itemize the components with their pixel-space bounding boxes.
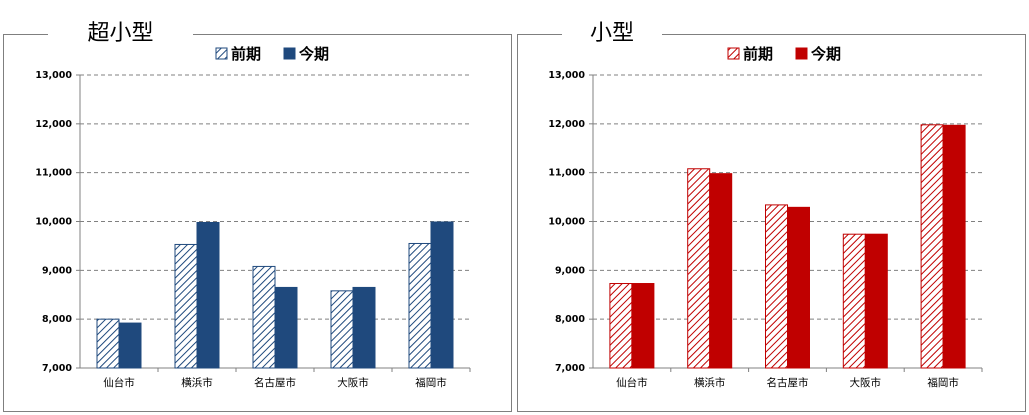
x-tick-label: 大阪市 — [337, 376, 369, 389]
legend-label: 今期 — [298, 45, 329, 63]
x-tick-label: 仙台市 — [103, 376, 135, 389]
x-tick-label: 名古屋市 — [767, 376, 809, 389]
y-tick-label: 9,000 — [42, 265, 72, 276]
bar-前期 — [609, 283, 633, 369]
y-tick-label: 11,000 — [35, 168, 72, 179]
bar-今期 — [864, 233, 888, 369]
legend-label: 前期 — [231, 45, 261, 63]
legend-swatch — [795, 47, 808, 60]
bar-今期 — [118, 322, 142, 369]
legend-swatch — [215, 47, 228, 60]
chart-title: 小型 — [562, 14, 662, 54]
x-tick-label: 横浜市 — [694, 376, 726, 389]
y-tick-label: 11,000 — [548, 168, 585, 179]
y-tick-label: 10,000 — [35, 217, 72, 228]
bar-前期 — [920, 124, 944, 369]
x-tick-label: 仙台市 — [616, 376, 648, 389]
legend: 前期 今期 — [215, 45, 329, 63]
chart-title: 超小型 — [48, 14, 193, 54]
y-tick-label: 7,000 — [555, 363, 585, 374]
bar-今期 — [352, 286, 376, 369]
legend: 前期 今期 — [727, 45, 841, 63]
legend-label: 前期 — [743, 45, 773, 63]
y-tick-label: 13,000 — [35, 70, 72, 81]
y-tick-label: 9,000 — [555, 265, 585, 276]
legend-label: 今期 — [810, 45, 841, 63]
y-tick-label: 12,000 — [35, 119, 72, 130]
bar-前期 — [687, 168, 711, 369]
bar-今期 — [631, 283, 655, 369]
y-tick-label: 12,000 — [548, 119, 585, 130]
bar-今期 — [709, 173, 733, 369]
x-tick-label: 大阪市 — [850, 376, 882, 389]
x-tick-label: 名古屋市 — [254, 376, 296, 389]
x-tick-label: 横浜市 — [181, 376, 213, 389]
y-tick-label: 13,000 — [548, 70, 585, 81]
bar-前期 — [842, 233, 866, 369]
bar-今期 — [942, 124, 966, 369]
x-tick-label: 福岡市 — [927, 376, 959, 389]
legend-swatch — [727, 47, 740, 60]
x-tick-label: 福岡市 — [415, 376, 447, 389]
bar-前期 — [765, 204, 788, 369]
y-tick-label: 10,000 — [548, 217, 585, 228]
y-tick-label: 7,000 — [42, 363, 72, 374]
legend-swatch — [283, 47, 296, 60]
bar-今期 — [787, 206, 810, 369]
bar-今期 — [274, 286, 298, 369]
y-tick-label: 8,000 — [555, 314, 585, 325]
bar-今期 — [196, 221, 220, 369]
y-tick-label: 8,000 — [42, 314, 72, 325]
bar-今期 — [430, 221, 454, 369]
